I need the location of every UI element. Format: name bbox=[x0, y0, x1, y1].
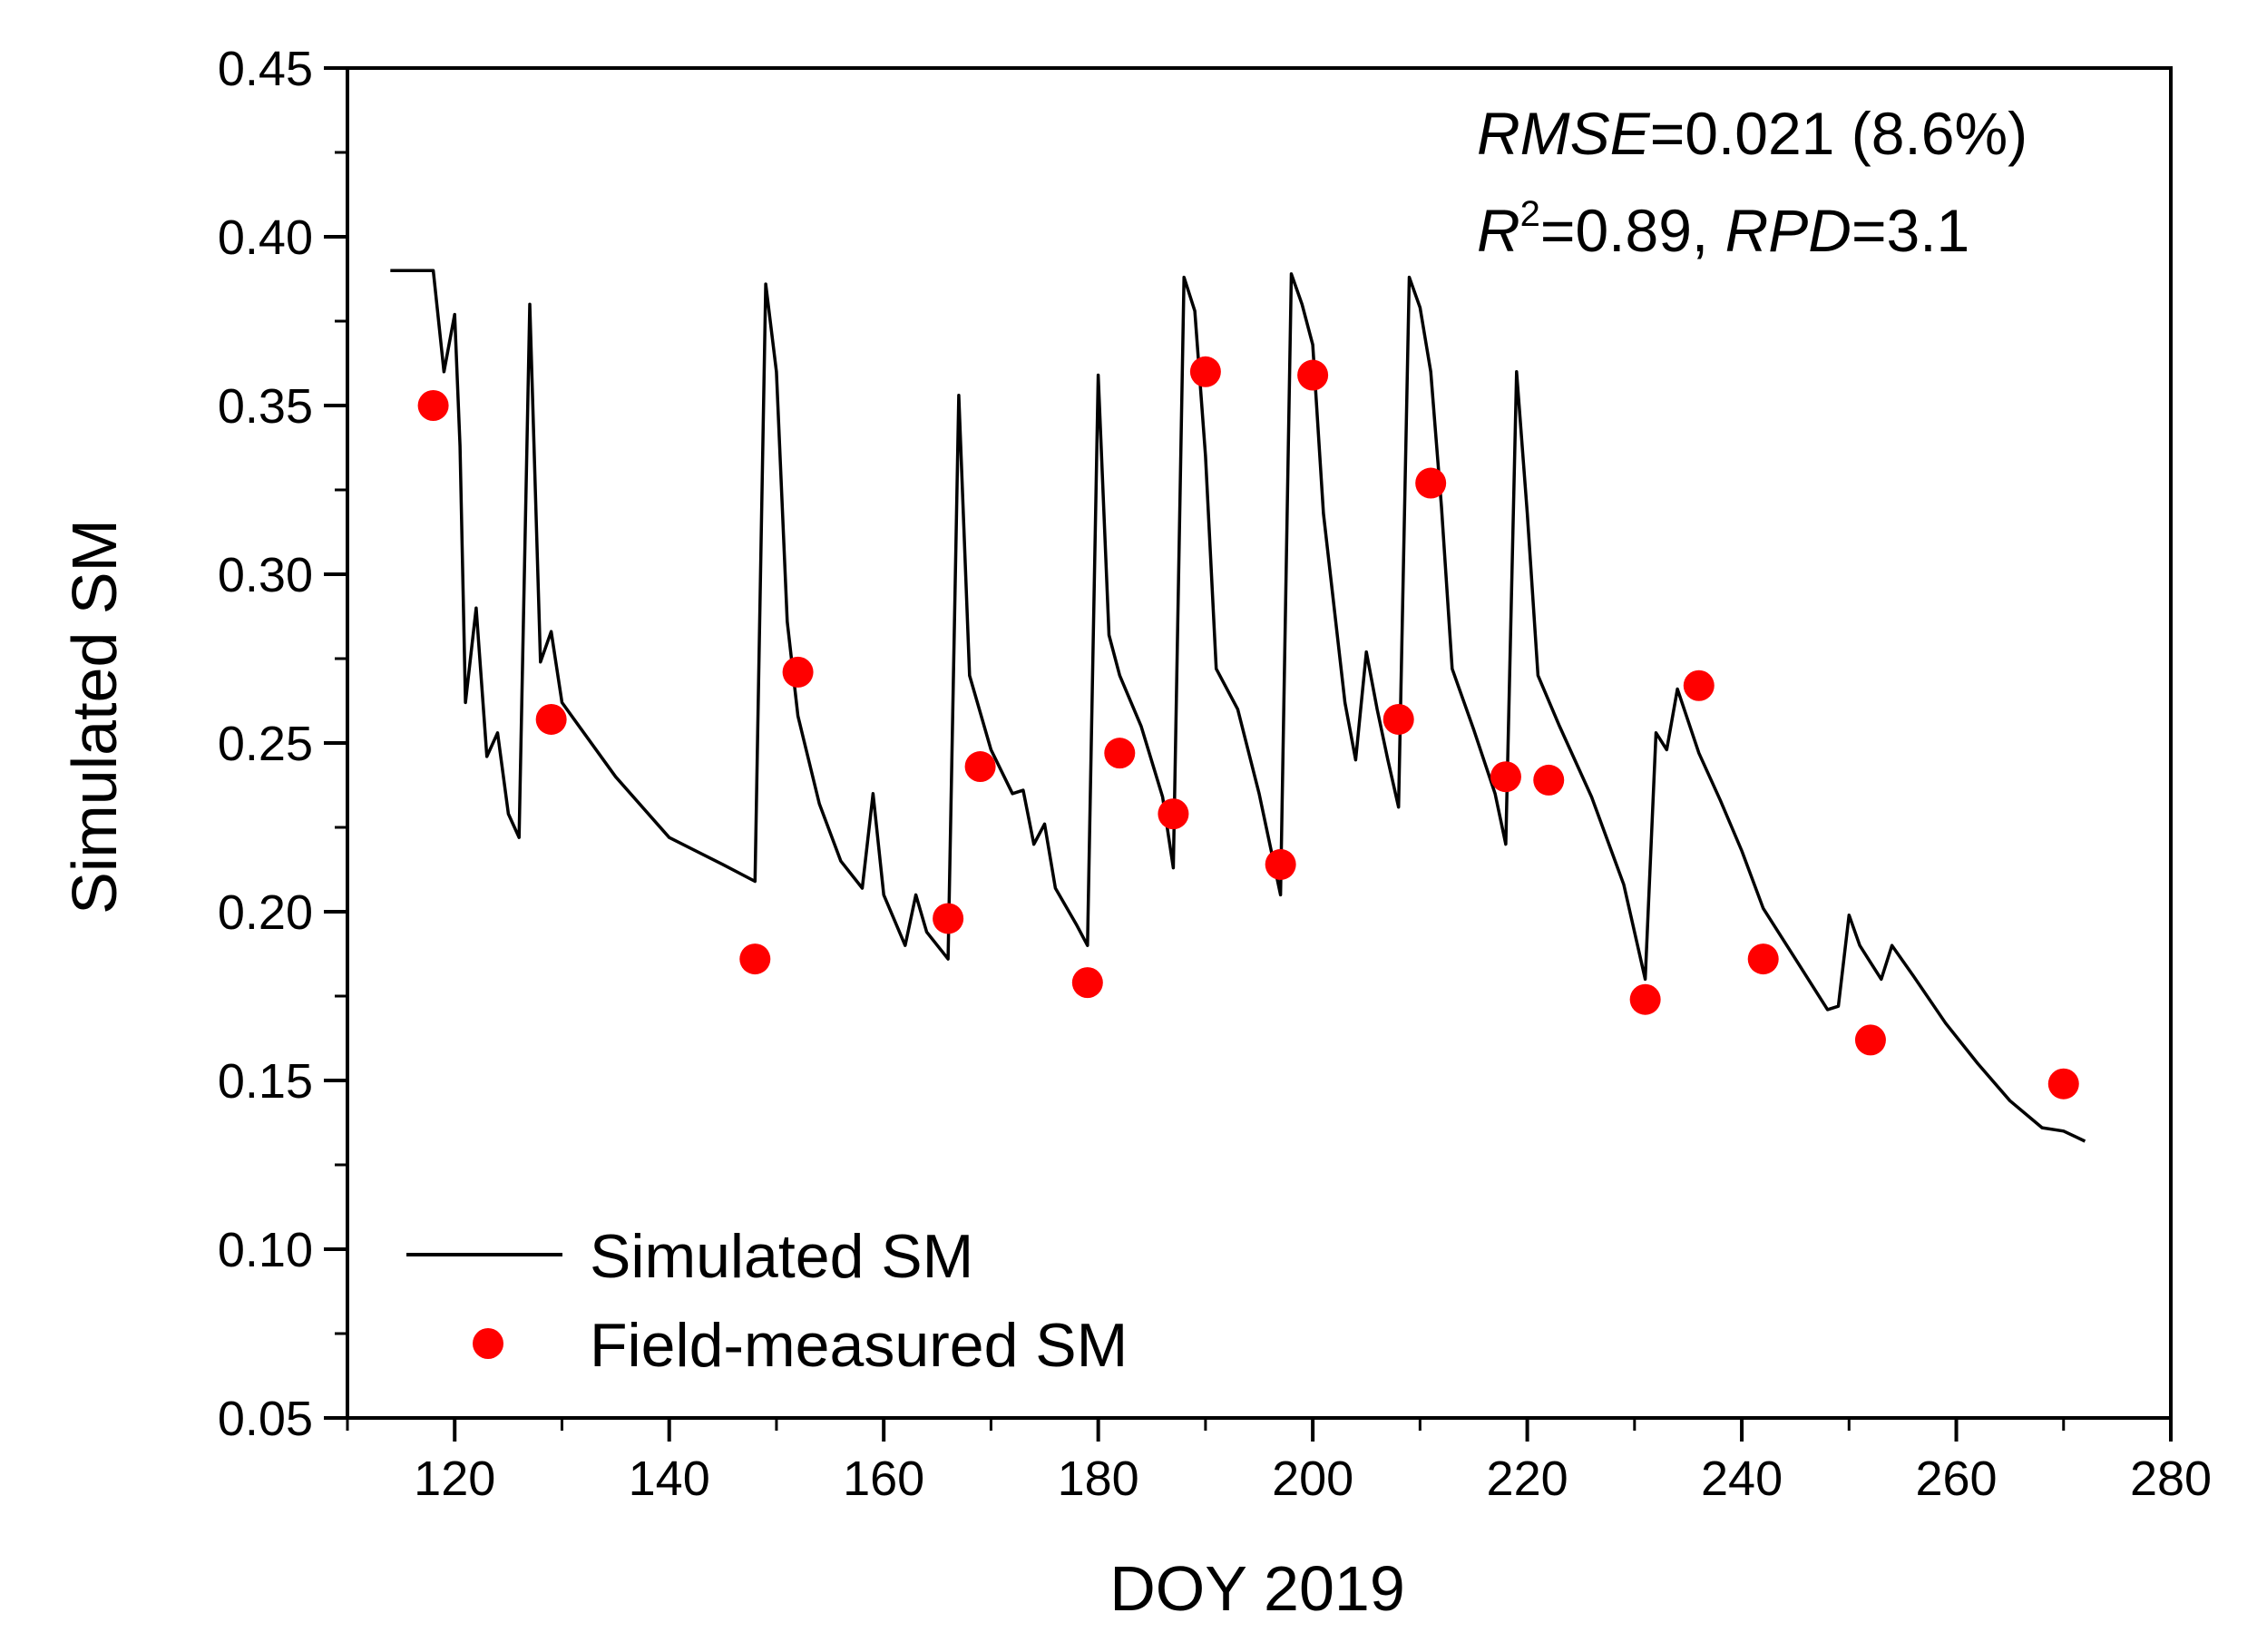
y-tick-label: 0.35 bbox=[218, 379, 313, 434]
x-tick-label: 220 bbox=[1487, 1452, 1568, 1506]
legend-label-measured: Field-measured SM bbox=[590, 1311, 1128, 1380]
x-tick-label: 200 bbox=[1272, 1452, 1353, 1506]
r-label: R bbox=[1477, 197, 1520, 264]
measured-sm-point bbox=[964, 751, 996, 783]
x-tick-label: 260 bbox=[1915, 1452, 1997, 1506]
r-superscript: 2 bbox=[1520, 194, 1540, 234]
rmse-value: =0.021 (8.6%) bbox=[1650, 100, 2027, 167]
y-tick-label: 0.25 bbox=[218, 717, 313, 771]
x-tick-label: 120 bbox=[414, 1452, 495, 1506]
x-axis-title: DOY 2019 bbox=[1109, 1553, 1405, 1624]
y-tick-label: 0.10 bbox=[218, 1223, 313, 1277]
measured-sm-point bbox=[782, 656, 814, 688]
stats-annotation: RMSE=0.021 (8.6%) R2=0.89, RPD=3.1 bbox=[1477, 100, 2027, 264]
legend-dot-marker bbox=[473, 1328, 503, 1359]
y-tick-label: 0.20 bbox=[218, 885, 313, 940]
rpd-label: RPD bbox=[1725, 197, 1852, 264]
plot-frame bbox=[346, 66, 2173, 1420]
measured-sm-point bbox=[1071, 967, 1103, 999]
x-tick-label: 180 bbox=[1058, 1452, 1139, 1506]
measured-sm-point bbox=[1265, 848, 1296, 880]
rpd-value: =3.1 bbox=[1852, 197, 1969, 264]
y-tick-label: 0.45 bbox=[218, 42, 313, 96]
x-tick-label: 240 bbox=[1701, 1452, 1783, 1506]
legend: Simulated SM Field-measured SM bbox=[406, 1222, 1128, 1380]
axes-layer bbox=[346, 66, 2173, 1420]
x-tick-label: 160 bbox=[843, 1452, 924, 1506]
measured-sm-point bbox=[1189, 356, 1221, 387]
measured-sm-point bbox=[1383, 703, 1414, 735]
y-tick-label: 0.30 bbox=[218, 548, 313, 602]
measured-sm-point bbox=[535, 703, 567, 735]
r-value: =0.89, bbox=[1540, 197, 1725, 264]
ticks-layer: 120 140 160 180 200 220 240 260 280 0.05 0.10 0.15 0… bbox=[218, 42, 2212, 1506]
x-tick-label: 140 bbox=[629, 1452, 710, 1506]
measured-sm-point bbox=[417, 390, 449, 421]
measured-sm-point bbox=[1854, 1024, 1886, 1056]
x-tick-label: 280 bbox=[2130, 1452, 2212, 1506]
measured-sm-point bbox=[739, 943, 771, 975]
y-tick-label: 0.15 bbox=[218, 1054, 313, 1109]
measured-sm-point bbox=[1415, 467, 1447, 499]
measured-sm-point bbox=[933, 903, 964, 934]
measured-sm-point bbox=[1747, 943, 1779, 975]
y-tick-label: 0.05 bbox=[218, 1392, 313, 1446]
measured-sm-point bbox=[1490, 761, 1521, 793]
measured-sm-point bbox=[1297, 359, 1329, 391]
simulated-sm-line bbox=[390, 269, 2086, 1143]
measured-sm-point bbox=[1683, 670, 1715, 701]
legend-label-simulated: Simulated SM bbox=[590, 1222, 973, 1291]
measured-sm-point bbox=[1158, 798, 1189, 830]
measured-sm-point bbox=[2047, 1068, 2079, 1100]
y-tick-label: 0.40 bbox=[218, 210, 313, 265]
rmse-annotation: RMSE=0.021 (8.6%) bbox=[1477, 100, 2027, 167]
series-layer bbox=[390, 269, 2086, 1143]
y-axis-title: Simulated SM bbox=[59, 519, 130, 914]
r2-rpd-annotation: R2=0.89, RPD=3.1 bbox=[1477, 194, 1969, 264]
measured-sm-point bbox=[1104, 738, 1136, 769]
measured-sm-point bbox=[1629, 983, 1661, 1015]
measured-sm-point bbox=[1533, 764, 1565, 796]
rmse-label: RMSE bbox=[1477, 100, 1651, 167]
